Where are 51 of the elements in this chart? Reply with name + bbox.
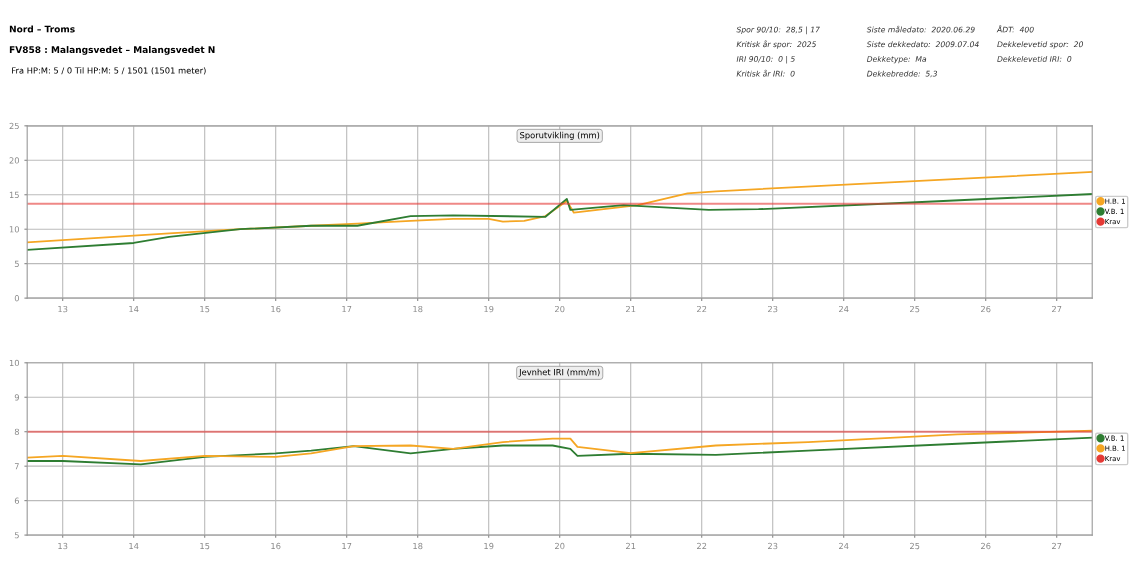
y-tick-label: 10: [9, 359, 19, 367]
x-tick-label: 25: [910, 305, 920, 313]
x-tick-label: 23: [768, 542, 778, 550]
x-tick-label: 20: [555, 305, 565, 313]
x-tick-label: 21: [626, 305, 636, 313]
x-tick-label: 24: [839, 542, 849, 550]
x-tick-label: 26: [981, 305, 991, 313]
text: Fra HP:M: 5 / 0 Til HP:M: 5 / 1501 (1501 meter): [12, 67, 206, 75]
x-tick-label: 13: [58, 542, 68, 550]
y-tick-label: 0: [14, 295, 19, 302]
x-tick-label: 14: [129, 306, 139, 313]
x-tick-label: 14: [129, 542, 139, 550]
y-tick-label: 9: [14, 394, 19, 401]
x-tick-label: 18: [413, 305, 423, 313]
line-series: [27, 171, 1093, 244]
y-tick-label: 5: [14, 532, 19, 539]
y-tick-label: 5: [14, 260, 19, 267]
y-tick-label: 20: [9, 157, 19, 164]
x-tick-label: 26: [981, 542, 991, 550]
x-tick-label: 25: [910, 542, 920, 550]
y-tick-label: 7: [14, 463, 19, 470]
text: Nord – Troms: [9, 25, 75, 33]
x-tick-label: 23: [768, 305, 778, 313]
x-tick-label: 22: [697, 542, 707, 550]
x-tick-label: 21: [626, 542, 636, 550]
line-series: [27, 436, 1093, 466]
x-tick-label: 15: [200, 542, 210, 550]
x-tick-label: 15: [200, 306, 210, 313]
x-tick-label: 20: [555, 542, 565, 550]
text: Jevnhet IRI (mm/m): [518, 368, 600, 377]
x-tick-label: 18: [413, 542, 423, 550]
x-tick-label: 16: [271, 542, 281, 550]
line-series: [27, 193, 1093, 251]
y-tick-label: 8: [14, 428, 19, 435]
text: FV858 : Malangsvedet – Malangsvedet N: [9, 46, 215, 55]
x-tick-label: 27: [1052, 542, 1062, 550]
y-tick-label: 15: [9, 191, 19, 199]
x-tick-label: 13: [58, 305, 68, 313]
x-tick-label: 17: [342, 306, 352, 313]
x-tick-label: 17: [342, 542, 352, 550]
x-tick-label: 19: [484, 542, 494, 550]
y-tick-label: 6: [14, 497, 20, 504]
x-tick-label: 27: [1052, 305, 1062, 313]
x-tick-label: 24: [839, 305, 849, 313]
x-tick-label: 19: [484, 305, 494, 313]
text: Sporutvikling (mm): [520, 131, 600, 140]
y-tick-label: 10: [9, 226, 19, 233]
line-series: [27, 429, 1093, 462]
y-tick-label: 25: [9, 122, 19, 130]
x-tick-label: 16: [271, 305, 281, 313]
x-tick-label: 22: [697, 305, 707, 313]
